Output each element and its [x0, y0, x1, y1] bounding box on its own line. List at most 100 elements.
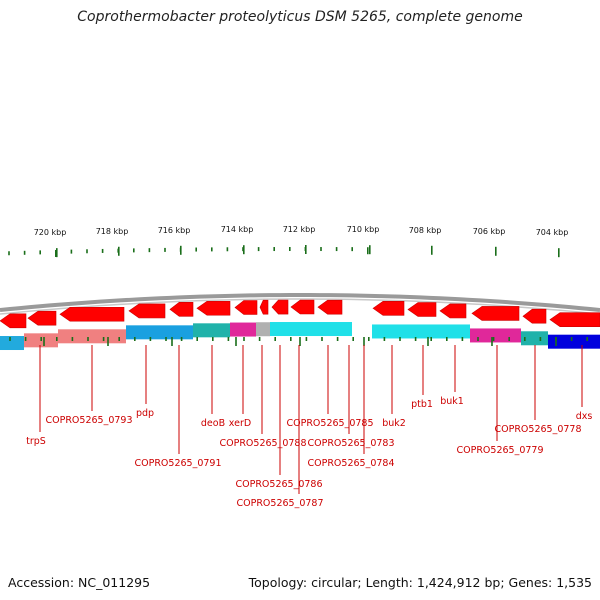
gene-label: ptb1	[411, 399, 433, 410]
gene-label: COPRO5265_0788	[219, 438, 306, 449]
scale-label: 708 kbp	[409, 226, 442, 235]
major-scale-tick	[369, 245, 371, 255]
gene-arrow	[290, 299, 315, 315]
topology-text: Topology: circular; Length: 1,424,912 bp…	[248, 575, 592, 590]
gene-label: dxs	[576, 411, 593, 422]
gene-label: COPRO5265_0793	[45, 415, 132, 426]
gene-arrow	[259, 299, 269, 315]
gene-label: pdp	[136, 408, 154, 419]
gene-arrow	[549, 312, 600, 327]
cog-segment	[470, 328, 521, 343]
major-scale-tick	[243, 245, 245, 255]
lower-ticks	[9, 337, 588, 346]
lower-tick	[539, 337, 542, 341]
gene-arrow	[522, 308, 547, 324]
lower-major-tick	[363, 337, 365, 346]
lower-tick	[383, 337, 386, 341]
gene-label: COPRO5265_0791	[134, 458, 221, 469]
cog-segment	[372, 324, 470, 339]
gene-arrow	[27, 310, 57, 326]
lower-tick	[446, 337, 448, 341]
gene-label: COPRO5265_0784	[307, 458, 394, 469]
lower-tick	[321, 337, 323, 341]
lower-major-tick	[427, 337, 429, 346]
lower-tick	[508, 337, 510, 341]
lower-tick	[336, 337, 339, 341]
gene-arrow	[169, 302, 194, 317]
scale-tick	[70, 249, 73, 254]
gene-arrow	[271, 299, 289, 315]
lower-tick	[368, 337, 370, 341]
lower-tick	[243, 337, 245, 341]
cog-segment	[230, 322, 256, 337]
gene-label: COPRO5265_0778	[494, 424, 581, 435]
gene-arrow	[407, 302, 437, 317]
cog-segment	[0, 336, 24, 351]
lower-tick	[430, 337, 432, 341]
gene-arrow	[471, 306, 520, 321]
backbone-arc	[0, 292, 600, 315]
gene-label: COPRO5265_0787	[236, 498, 323, 509]
gene-arrows	[0, 299, 600, 329]
gene-arrow	[128, 303, 166, 319]
lower-major-tick	[555, 337, 557, 346]
cog-segment	[193, 323, 230, 338]
gene-arrow	[59, 306, 125, 322]
lower-tick	[71, 337, 74, 341]
major-scale-tick	[431, 245, 433, 255]
gene-label: COPRO5265_0785	[286, 418, 373, 429]
scale-ticks: 720 kbp 718 kbp 716 kbp 714 kbp 712 kbp 710 k…	[8, 225, 568, 258]
lower-tick	[258, 337, 261, 341]
scale-label: 720 kbp	[34, 228, 67, 237]
scale-tick	[133, 248, 135, 253]
lower-tick	[180, 337, 183, 341]
scale-tick	[320, 247, 322, 252]
backbone-outer	[0, 292, 600, 313]
lower-tick	[40, 337, 42, 341]
scale-tick	[23, 250, 26, 255]
gene-arrow	[196, 300, 231, 316]
gene-arrow	[372, 301, 405, 316]
gene-label: COPRO5265_0786	[235, 479, 322, 490]
lower-tick	[524, 337, 526, 341]
scale-label: 712 kbp	[283, 225, 316, 234]
gene-label: COPRO5265_0783	[307, 438, 394, 449]
cog-segment	[521, 331, 548, 346]
gene-label: trpS	[26, 436, 46, 447]
scale-label: 706 kbp	[473, 227, 506, 236]
gene-label: buk1	[440, 396, 464, 407]
lower-tick	[212, 337, 214, 341]
scale-tick	[351, 247, 353, 252]
major-scale-tick	[118, 246, 120, 256]
gene-label: buk2	[382, 418, 406, 429]
lower-tick	[134, 337, 136, 341]
lower-tick	[274, 337, 276, 341]
lower-tick	[56, 337, 58, 341]
lower-tick	[196, 337, 198, 341]
cog-segment	[126, 325, 193, 340]
lower-tick	[414, 337, 417, 341]
gene-arrow	[234, 300, 258, 315]
cog-segment	[270, 322, 352, 337]
gene-arrow	[317, 299, 343, 315]
scale-tick	[211, 247, 213, 252]
scale-tick	[39, 250, 41, 255]
lower-tick	[102, 337, 105, 341]
lower-tick	[24, 337, 27, 341]
scale-tick	[195, 247, 197, 252]
scale-tick	[86, 249, 88, 254]
lower-tick	[570, 337, 573, 341]
scale-tick	[164, 247, 166, 252]
lower-tick	[305, 337, 308, 341]
accession-text: Accession: NC_011295	[8, 575, 151, 590]
scale-label: 710 kbp	[347, 225, 380, 234]
scale-label: 714 kbp	[221, 225, 254, 234]
lower-major-tick	[171, 337, 173, 346]
major-scale-tick	[56, 248, 58, 258]
gene-label: deoB	[201, 418, 225, 429]
cog-segment	[58, 329, 126, 344]
lower-tick	[149, 337, 152, 341]
lower-tick	[227, 337, 230, 341]
scale-tick	[257, 247, 260, 252]
